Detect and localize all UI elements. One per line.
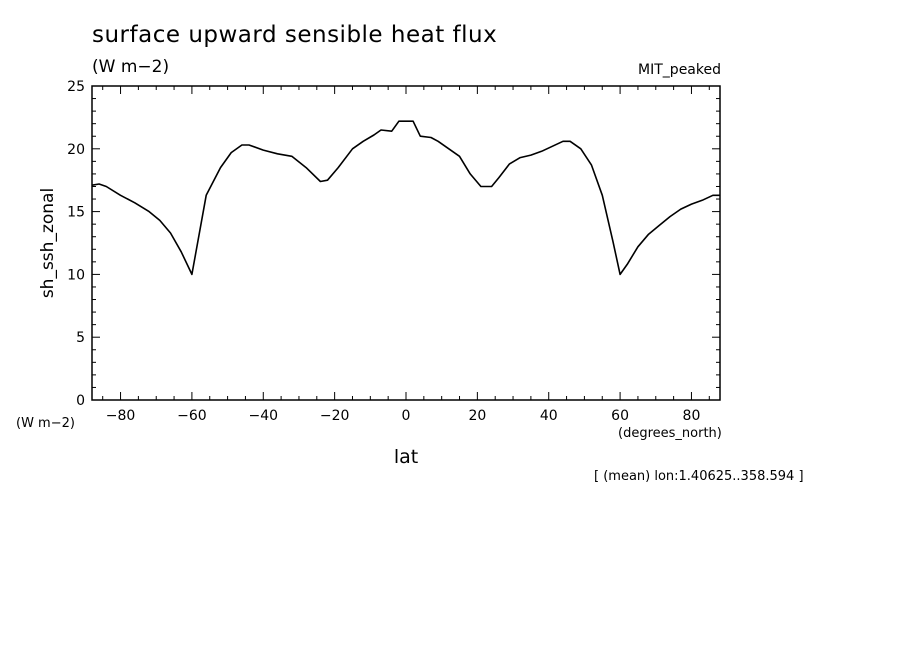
x-tick-label: 20 [468, 408, 486, 424]
run-label: MIT_peaked [638, 62, 721, 78]
y-tick-label: 10 [67, 267, 85, 283]
plot-frame [91, 85, 721, 401]
x-tick-label: 40 [540, 408, 558, 424]
x-tick-label: −20 [320, 408, 350, 424]
x-tick-label: 80 [683, 408, 701, 424]
y-tick-label: 0 [76, 393, 85, 409]
x-tick-label: 60 [611, 408, 629, 424]
tick-labels: −80 −60 −40 −20 0 20 40 60 80 0 5 10 15 20 25 [67, 79, 700, 424]
x-axis-label: lat [393, 446, 419, 468]
chart-units: (W m−2) [92, 57, 170, 77]
averaging-note: [ (mean) lon:1.40625..358.594 ] [594, 469, 804, 484]
series-line [91, 120, 720, 276]
y-tick-label: 15 [67, 205, 85, 221]
x-tick-label: −60 [177, 408, 207, 424]
x-tick-label: 0 [402, 408, 411, 424]
x-tick-label: −80 [106, 408, 136, 424]
x-tick-label: −40 [248, 408, 278, 424]
y-tick-label: 5 [76, 330, 85, 346]
y-axis-units: (W m−2) [16, 416, 75, 431]
axis-ticks [92, 85, 720, 401]
y-tick-label: 25 [67, 79, 85, 95]
x-axis-units: (degrees_north) [618, 426, 722, 441]
y-tick-label: 20 [67, 142, 85, 158]
chart-title: surface upward sensible heat flux [92, 22, 498, 48]
